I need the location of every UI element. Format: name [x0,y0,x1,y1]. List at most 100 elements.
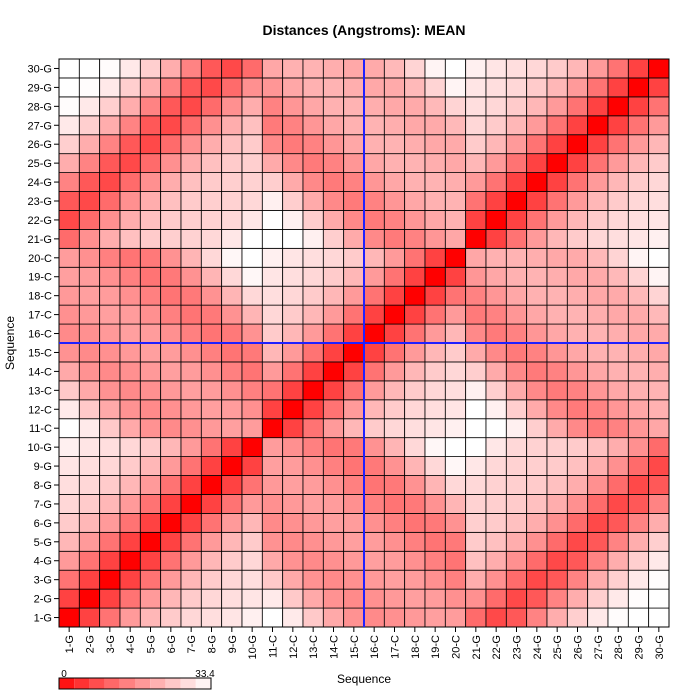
heatmap-cell [200,588,223,609]
heatmap-cell [282,266,304,287]
heatmap-cell [587,96,609,117]
heatmap-cell [607,172,629,192]
heatmap-cell [505,285,528,306]
heatmap-cell [526,456,548,476]
heatmap-cell [99,380,121,401]
heatmap-cell [526,475,548,495]
heatmap-cell [627,191,650,211]
heatmap-cell [221,191,243,211]
y-tick-label: 6-G [34,518,52,530]
heatmap-cell [424,569,446,590]
heatmap-cell [444,399,467,420]
heatmap-cell [119,115,141,136]
heatmap-cell [221,323,243,344]
heatmap-cell [261,58,284,79]
heatmap-cell [99,191,121,211]
heatmap-cell [587,475,609,495]
heatmap-cell [587,513,609,533]
heatmap-cell [241,285,263,306]
heatmap-cell [282,607,304,628]
heatmap-cell [99,323,121,344]
heatmap-cell [383,172,406,192]
heatmap-cell [302,475,324,495]
heatmap-cell [607,456,629,476]
color-scale-swatch [89,678,105,689]
heatmap-cell [343,115,365,136]
heatmap-cell [322,569,345,590]
x-tick-label: 19-C [430,635,442,659]
heatmap-cell [485,456,507,476]
heatmap-cell [444,134,467,155]
heatmap-cell [160,475,182,495]
heatmap-cell [404,513,426,533]
heatmap-cell [363,134,385,155]
heatmap-cell [343,380,365,401]
heatmap-cell [485,247,507,268]
heatmap-cell [180,134,202,155]
heatmap-cell [546,513,568,533]
heatmap-cell [648,153,670,174]
heatmap-cell [78,266,101,287]
heatmap-cell [607,399,629,420]
heatmap-cell [99,58,121,79]
heatmap-cell [99,513,121,533]
heatmap-cell [302,115,324,136]
heatmap-cell [526,494,548,514]
heatmap-cell [343,153,365,174]
heatmap-cell [58,58,80,79]
heatmap-cell [505,134,528,155]
heatmap-cell [648,191,670,211]
heatmap-cell [444,531,467,552]
heatmap-cell [566,153,589,174]
y-tick-labels: 1-G 2-G 3-G 4-G 5-G 6-G 7-G 8-G 9-G 10-G 11-C 12-C 1… [28,63,59,625]
heatmap-cell [180,77,202,98]
heatmap-cell [587,77,609,98]
heatmap-cell [322,342,345,363]
heatmap-cell [322,437,345,457]
heatmap-cell [546,437,568,457]
color-scale-swatch [119,678,135,689]
heatmap-cell [627,342,650,363]
heatmap-cell [404,342,426,363]
heatmap-cell [424,399,446,420]
heatmap-cell [566,361,589,382]
heatmap-cell [119,58,141,79]
heatmap-cell [546,399,568,420]
heatmap-cell [200,569,223,590]
heatmap-cell [526,153,548,174]
heatmap-cell [322,115,345,136]
heatmap-cell [221,285,243,306]
heatmap-cell [587,399,609,420]
heatmap-cell [485,323,507,344]
heatmap-cell [485,115,507,136]
heatmap-cell [546,569,568,590]
heatmap-cell [444,115,467,136]
heatmap-cell [627,304,650,325]
heatmap-cell [363,607,385,628]
x-tick-label: 22-G [491,635,503,659]
heatmap-cell [282,228,304,249]
heatmap-cell [180,153,202,174]
heatmap-cell [241,96,263,117]
x-tick-label: 25-G [552,635,564,659]
heatmap-cell [465,437,487,457]
y-tick-label: 30-G [28,63,52,75]
heatmap-cell [200,607,223,628]
heatmap-cell [404,380,426,401]
heatmap-cell [424,134,446,155]
heatmap-cell [99,437,121,457]
heatmap-cell [119,550,141,571]
heatmap-cell [526,134,548,155]
heatmap-cell [322,266,345,287]
y-tick-label: 26-G [28,139,52,151]
heatmap-cell [119,285,141,306]
heatmap-cell [322,304,345,325]
heatmap-cell [546,361,568,382]
heatmap-cell [485,494,507,514]
heatmap-cell [58,494,80,514]
heatmap-cell [261,77,284,98]
heatmap-cell [322,58,345,79]
heatmap-cell [526,437,548,457]
heatmap-cell [566,323,589,344]
heatmap-cell [58,304,80,325]
